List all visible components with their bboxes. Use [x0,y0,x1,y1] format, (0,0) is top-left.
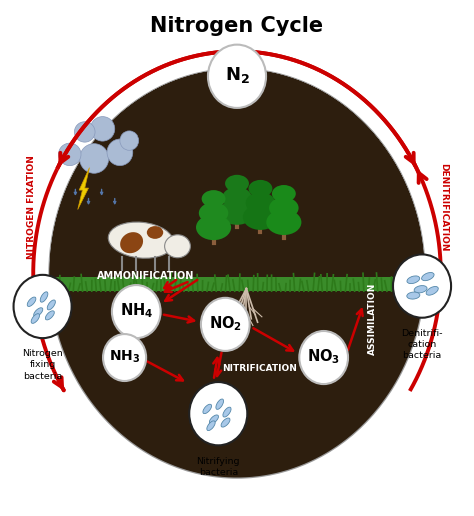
Circle shape [103,334,146,381]
Text: AMMONIFICATION: AMMONIFICATION [97,271,194,281]
Ellipse shape [196,215,231,240]
Ellipse shape [199,202,228,224]
Circle shape [201,298,250,351]
Ellipse shape [108,222,173,258]
Ellipse shape [201,190,226,207]
Ellipse shape [243,204,278,230]
Ellipse shape [74,122,95,142]
Ellipse shape [225,175,249,192]
Circle shape [50,69,424,477]
Polygon shape [50,69,424,477]
Text: $\mathbf{NH_3}$: $\mathbf{NH_3}$ [109,348,140,365]
Ellipse shape [223,407,231,417]
Polygon shape [78,168,90,209]
Circle shape [112,285,161,338]
Circle shape [208,45,266,108]
Text: DENITRIFICATION: DENITRIFICATION [439,163,448,251]
Ellipse shape [34,308,43,317]
Ellipse shape [426,286,438,295]
Ellipse shape [27,297,36,307]
Ellipse shape [164,235,191,258]
Circle shape [299,331,348,384]
Ellipse shape [221,418,230,427]
Ellipse shape [147,226,163,239]
Text: NITROGEN FIXATION: NITROGEN FIXATION [27,155,36,259]
Text: $\mathbf{NO_2}$: $\mathbf{NO_2}$ [209,314,242,333]
Text: $\mathbf{NH_4}$: $\mathbf{NH_4}$ [119,301,153,320]
Text: Denitrifi-
cation
bacteria: Denitrifi- cation bacteria [401,329,443,360]
Ellipse shape [58,143,81,166]
Text: Nitrogen
fixing
bacteria: Nitrogen fixing bacteria [22,349,63,381]
Ellipse shape [222,187,252,208]
Ellipse shape [269,197,299,219]
Ellipse shape [91,117,115,141]
Text: $\mathbf{N_2}$: $\mathbf{N_2}$ [225,64,249,85]
Ellipse shape [40,292,48,302]
Ellipse shape [266,209,301,235]
Ellipse shape [120,131,138,150]
Text: ASSIMILATION: ASSIMILATION [368,283,377,356]
Ellipse shape [47,300,55,310]
Ellipse shape [248,180,273,197]
Ellipse shape [414,285,427,293]
Ellipse shape [216,399,224,409]
Ellipse shape [219,199,255,225]
Ellipse shape [407,292,420,299]
Text: $\mathbf{NO_3}$: $\mathbf{NO_3}$ [307,347,340,366]
Ellipse shape [107,139,133,166]
Text: Nitrifying
bacteria: Nitrifying bacteria [197,457,240,477]
Ellipse shape [421,272,434,281]
Ellipse shape [203,404,211,414]
Ellipse shape [120,232,143,253]
Ellipse shape [46,311,55,320]
Ellipse shape [246,192,275,214]
Text: Nitrogen Cycle: Nitrogen Cycle [150,15,324,36]
Ellipse shape [207,421,215,430]
Ellipse shape [210,415,219,424]
Circle shape [14,275,72,338]
Ellipse shape [31,314,39,324]
Polygon shape [53,277,421,291]
Ellipse shape [407,276,419,284]
Circle shape [189,382,247,445]
Ellipse shape [80,143,109,173]
Circle shape [393,254,451,318]
Text: NITRIFICATION: NITRIFICATION [222,364,297,373]
Ellipse shape [272,185,296,202]
